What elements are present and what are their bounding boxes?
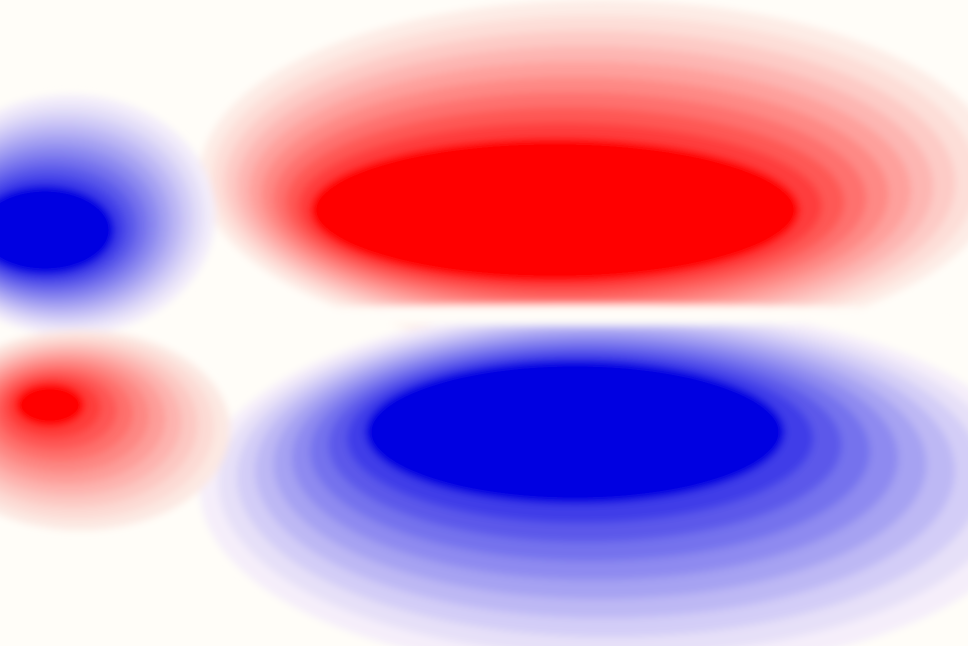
red-region <box>15 383 85 427</box>
red-region <box>310 138 800 282</box>
zero-band <box>180 305 968 325</box>
blue-region <box>0 185 115 275</box>
blue-region <box>365 360 785 504</box>
